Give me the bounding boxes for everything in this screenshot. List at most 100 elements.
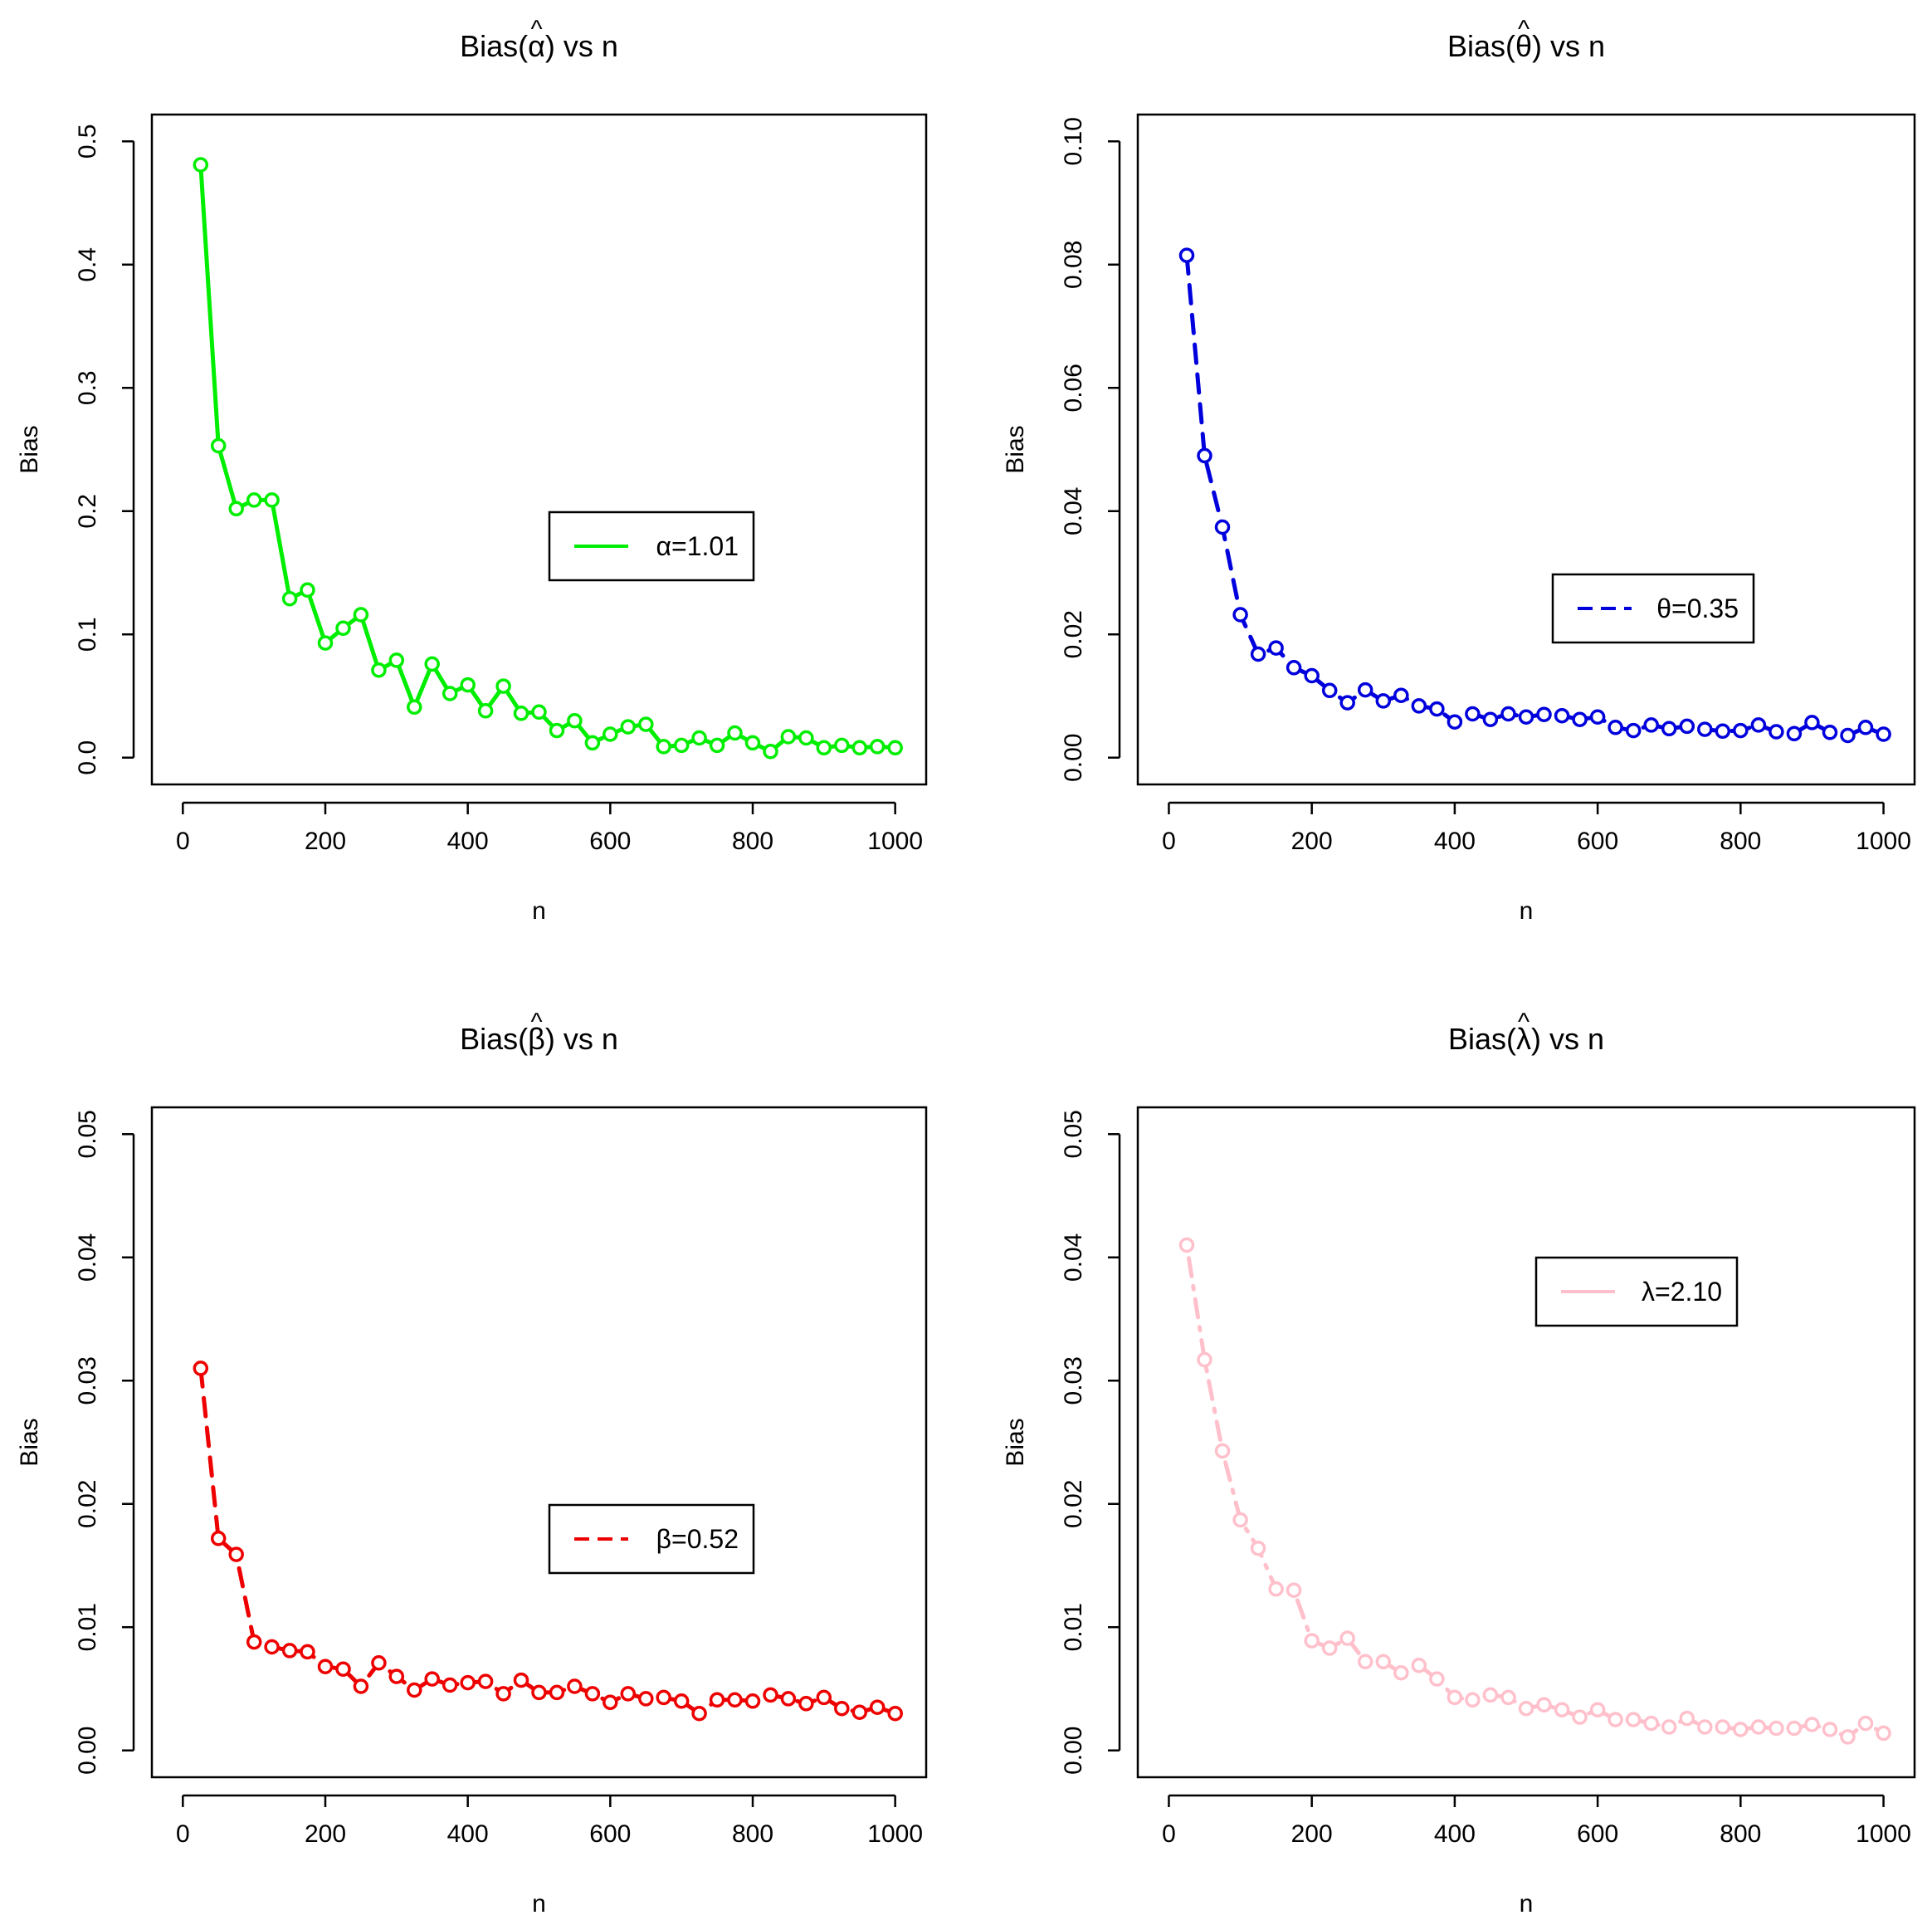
data-point (300, 582, 315, 598)
y-tick-label: 0.05 (1060, 1110, 1087, 1158)
data-point (1286, 1582, 1302, 1598)
x-tick-label: 1000 (867, 828, 923, 855)
data-point (388, 1668, 405, 1684)
data-point (460, 1674, 476, 1691)
data-point (869, 739, 886, 755)
data-point (1393, 1664, 1409, 1681)
data-point (1786, 1720, 1803, 1737)
data-point (353, 1678, 369, 1694)
hat-accent: ^ (530, 1009, 542, 1036)
data-point (780, 1691, 797, 1707)
series-line (1184, 253, 1886, 738)
data-point (834, 737, 850, 754)
data-point (1786, 725, 1803, 742)
legend-box (548, 511, 755, 582)
data-point (1679, 1710, 1695, 1727)
data-point (210, 1531, 227, 1546)
data-point (1197, 447, 1212, 464)
data-point (567, 712, 583, 729)
data-point (1232, 1512, 1248, 1528)
data-point (798, 730, 814, 746)
plot-frame (150, 1106, 928, 1779)
data-point (1304, 1633, 1320, 1649)
legend-label: θ=0.35 (1656, 594, 1739, 623)
data-point (656, 1689, 671, 1706)
data-point (691, 730, 707, 746)
hat-accent: ^ (530, 16, 542, 43)
data-point (353, 607, 369, 623)
data-point (1857, 720, 1874, 735)
title-symbol: β (528, 1022, 545, 1056)
x-axis-label: n (532, 1890, 546, 1918)
y-tick-label: 0.2 (74, 494, 101, 529)
y-tick-label: 0.1 (74, 617, 101, 652)
plot-frame (1136, 113, 1916, 786)
hat-accent: ^ (1518, 1009, 1530, 1036)
data-point (727, 725, 743, 741)
data-point (744, 1693, 761, 1709)
chart-title: Bias(β) vs n (460, 1022, 618, 1056)
data-point (246, 492, 262, 508)
series-line (198, 163, 898, 754)
data-point (281, 1643, 298, 1659)
data-point (264, 492, 280, 508)
legend-label: β=0.52 (656, 1524, 739, 1554)
legend: θ=0.35 (1551, 573, 1755, 644)
data-point (709, 737, 725, 754)
y-tick-label: 0.03 (1060, 1356, 1087, 1405)
data-point (424, 1671, 440, 1687)
data-point (1769, 1720, 1784, 1737)
y-tick-label: 0.04 (1060, 1234, 1087, 1282)
data-point (1500, 1689, 1516, 1706)
data-point (1697, 1719, 1713, 1735)
data-point (1178, 247, 1195, 263)
y-axis-label: Bias (16, 425, 43, 473)
data-point (638, 716, 654, 732)
chart-title: Bias(α) vs n (460, 29, 618, 63)
data-point (1608, 1712, 1623, 1727)
data-point (1375, 693, 1392, 709)
data-point (1750, 1719, 1767, 1735)
data-point (673, 737, 690, 754)
title-symbol: α (528, 29, 545, 63)
data-point (727, 1692, 743, 1708)
x-axis-label: n (1520, 1890, 1534, 1918)
y-tick-label: 0.03 (74, 1356, 101, 1405)
data-point (1197, 1351, 1212, 1368)
y-tick-label: 0.4 (74, 247, 101, 282)
data-point (1447, 714, 1463, 730)
data-point (1339, 695, 1355, 711)
data-point (210, 437, 227, 454)
data-point (1625, 1712, 1642, 1727)
data-point (442, 686, 458, 701)
data-point (1589, 1702, 1606, 1717)
data-point (1465, 1692, 1481, 1708)
y-tick-label: 0.00 (1060, 734, 1087, 782)
data-point (1661, 721, 1677, 737)
data-point (1411, 1658, 1427, 1673)
y-tick-label: 0.02 (74, 1480, 101, 1528)
data-point (1661, 1719, 1677, 1735)
x-tick-label: 800 (732, 828, 773, 855)
data-point (1250, 1540, 1266, 1556)
data-point (495, 1686, 511, 1702)
data-point (744, 735, 761, 751)
x-tick-label: 1000 (1856, 1820, 1911, 1848)
data-point (513, 706, 529, 721)
legend: λ=2.10 (1534, 1256, 1739, 1327)
hat-accent: ^ (1518, 16, 1530, 43)
data-point (620, 1686, 637, 1702)
data-point (1715, 723, 1731, 740)
data-point (1178, 1237, 1195, 1253)
x-tick-label: 600 (589, 828, 631, 855)
data-point (1697, 721, 1713, 737)
y-tick-label: 0.0 (74, 740, 101, 775)
data-point (1250, 646, 1266, 662)
data-point (1804, 715, 1820, 730)
y-tick-label: 0.01 (1060, 1603, 1087, 1651)
data-point (567, 1678, 583, 1694)
data-point (1429, 1671, 1445, 1687)
series-line (1184, 1243, 1886, 1739)
data-point (1357, 682, 1373, 698)
